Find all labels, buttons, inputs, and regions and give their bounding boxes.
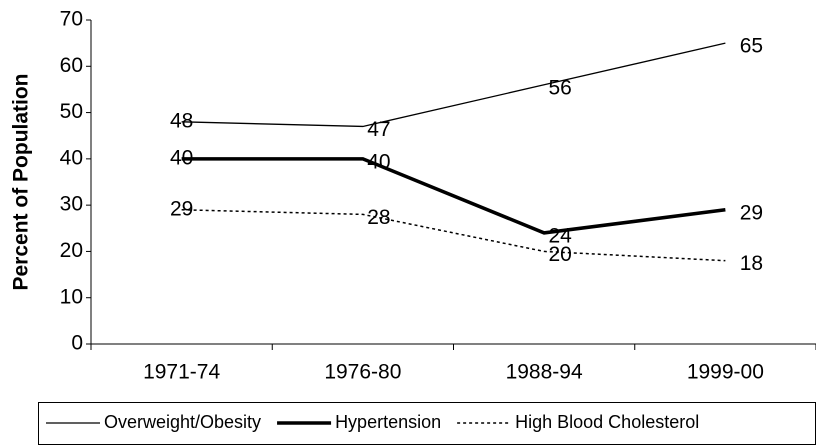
data-label: 20 [548, 243, 571, 266]
data-label: 18 [740, 252, 763, 275]
y-tick-label: 30 [60, 193, 83, 216]
series-line [181, 209, 726, 262]
data-label: 28 [367, 206, 390, 229]
data-label: 29 [170, 197, 193, 220]
legend-label: Hypertension [335, 412, 441, 432]
y-tick-label: 20 [60, 239, 83, 262]
data-label: 40 [170, 146, 193, 169]
data-label: 29 [740, 201, 763, 224]
y-tick-label: 60 [60, 54, 83, 77]
y-tick-label: 10 [60, 285, 83, 308]
data-label: 47 [367, 118, 390, 141]
data-label: 40 [367, 150, 390, 173]
legend-label: Overweight/Obesity [104, 412, 261, 432]
data-label: 65 [740, 35, 763, 58]
x-tick-label: 1999-00 [687, 361, 764, 384]
data-label: 48 [170, 109, 193, 132]
x-tick-label: 1971-74 [143, 361, 220, 384]
y-axis-label: Percent of Population [10, 73, 33, 290]
legend-label: High Blood Cholesterol [515, 412, 699, 432]
x-tick-label: 1976-80 [324, 361, 401, 384]
y-tick-label: 70 [60, 8, 83, 31]
y-tick-label: 0 [71, 332, 83, 355]
data-label: 56 [548, 76, 571, 99]
y-tick-label: 50 [60, 100, 83, 123]
series-line [181, 42, 726, 128]
y-tick-label: 40 [60, 146, 83, 169]
data-label: 24 [548, 224, 572, 247]
x-tick-label: 1988-94 [506, 361, 583, 384]
series-line [181, 157, 726, 235]
